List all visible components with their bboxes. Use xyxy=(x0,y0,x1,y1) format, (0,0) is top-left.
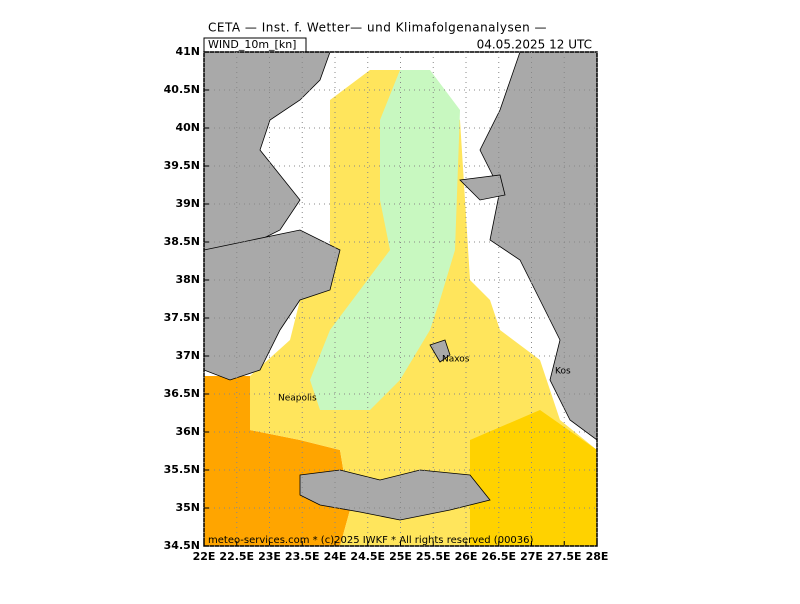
y-tick-label: 35N xyxy=(175,501,200,514)
wind-gold xyxy=(470,410,597,546)
y-tick-label: 39N xyxy=(175,197,200,210)
x-tick-label: 26E xyxy=(455,550,478,563)
x-tick-label: 25E xyxy=(389,550,412,563)
x-tick-label: 24E xyxy=(324,550,347,563)
y-tick-label: 34.5N xyxy=(164,539,200,552)
x-tick-label: 25.5E xyxy=(416,550,451,563)
x-tick-label: 27.5E xyxy=(547,550,582,563)
x-tick-label: 22.5E xyxy=(219,550,254,563)
x-tick-label: 23.5E xyxy=(285,550,320,563)
land-crete xyxy=(299,469,491,521)
x-tick-label: 24.5E xyxy=(350,550,385,563)
land-lesvos xyxy=(459,174,506,201)
y-tick-label: 38.5N xyxy=(164,235,200,248)
x-tick-label: 22E xyxy=(193,550,216,563)
wind-orange xyxy=(204,376,350,546)
land-peloponnese xyxy=(203,229,341,381)
wind-green xyxy=(310,70,460,410)
footer: meteo-services.com * (c)2025 IWKF * All … xyxy=(208,535,534,546)
x-tick-label: 28E xyxy=(586,550,609,563)
place-label: Naxos xyxy=(442,355,470,365)
y-tick-label: 39.5N xyxy=(164,159,200,172)
y-tick-label: 40N xyxy=(175,121,200,134)
y-tick-label: 36.5N xyxy=(164,387,200,400)
map-area xyxy=(203,51,598,547)
x-tick-label: 23E xyxy=(258,550,281,563)
y-tick-label: 37N xyxy=(175,349,200,362)
place-label: Kos xyxy=(555,367,571,377)
y-tick-label: 37.5N xyxy=(164,311,200,324)
header-title: CETA — Inst. f. Wetter— und Klimafolgena… xyxy=(208,21,547,35)
y-tick-label: 41N xyxy=(175,45,200,58)
y-tick-label: 36N xyxy=(175,425,200,438)
y-tick-label: 35.5N xyxy=(164,463,200,476)
date-label: 04.05.2025 12 UTC xyxy=(477,38,592,52)
place-label: Neapolis xyxy=(278,394,317,404)
y-tick-label: 40.5N xyxy=(164,83,200,96)
field-label: WIND_10m_[kn] xyxy=(208,38,296,51)
x-tick-label: 27E xyxy=(520,550,543,563)
x-tick-label: 26.5E xyxy=(481,550,516,563)
y-tick-label: 38N xyxy=(175,273,200,286)
